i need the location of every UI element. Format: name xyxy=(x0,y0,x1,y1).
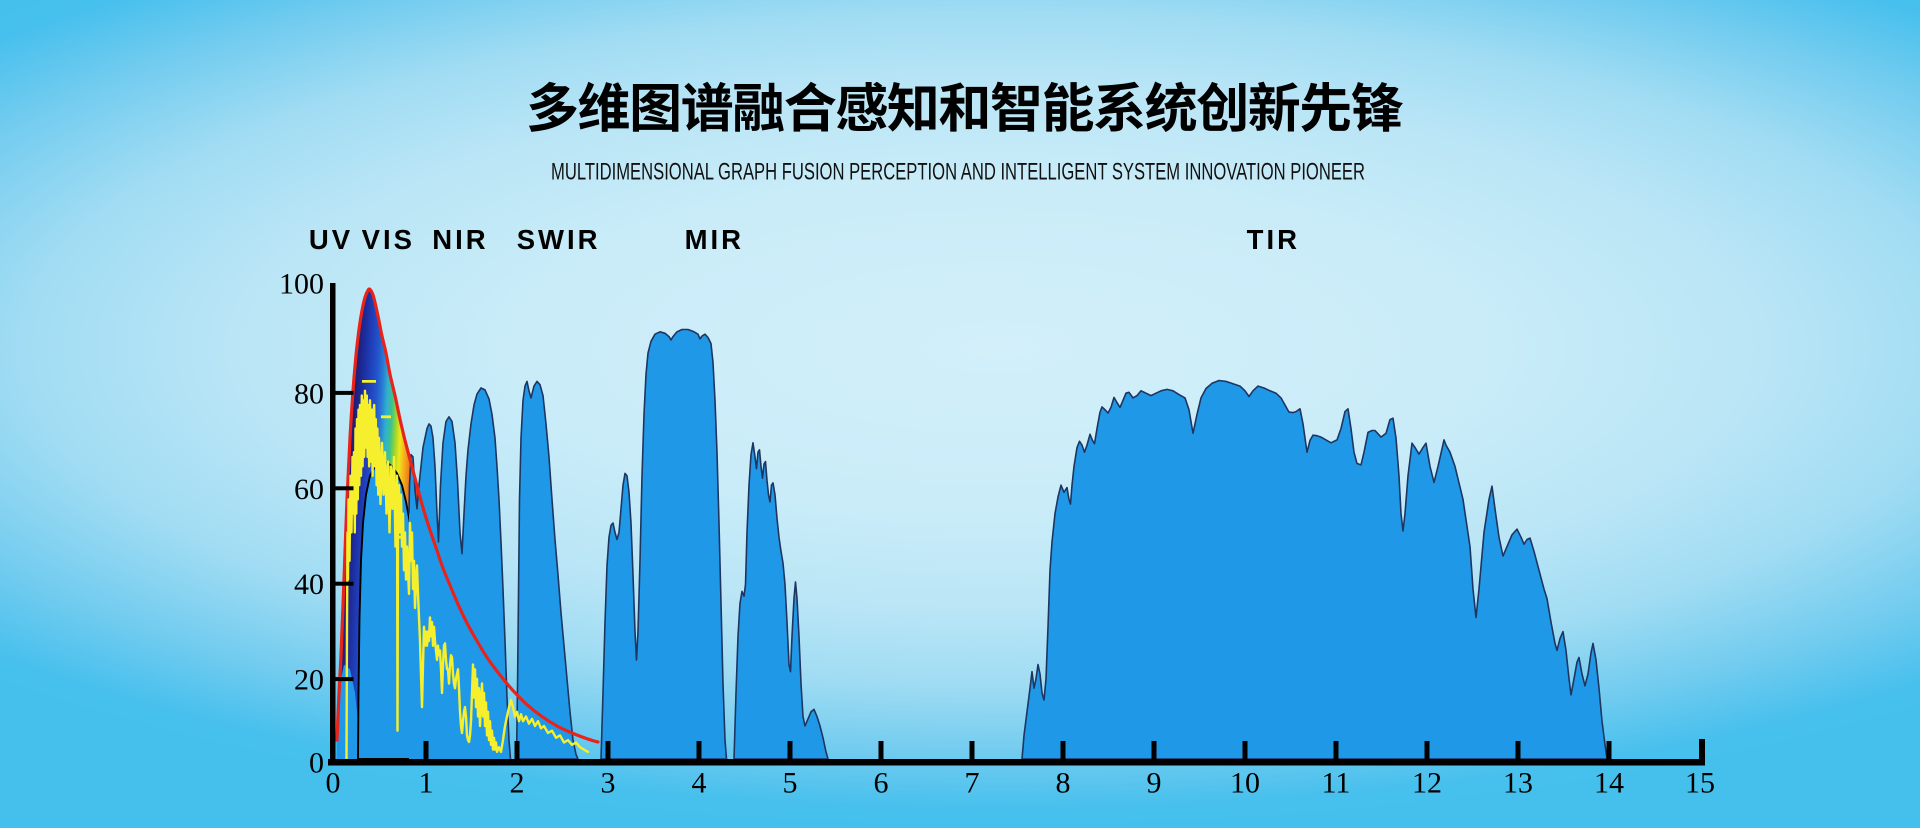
svg-text:60: 60 xyxy=(294,473,324,506)
svg-text:20: 20 xyxy=(294,664,324,697)
svg-text:12: 12 xyxy=(1412,767,1442,800)
svg-text:MIR: MIR xyxy=(685,224,744,255)
svg-text:5: 5 xyxy=(783,767,798,800)
svg-text:TIR: TIR xyxy=(1247,224,1300,255)
svg-text:4: 4 xyxy=(692,767,707,800)
svg-text:6: 6 xyxy=(874,767,889,800)
svg-text:MULTIDIMENSIONAL GRAPH FUSION: MULTIDIMENSIONAL GRAPH FUSION PERCEPTION… xyxy=(551,159,1365,186)
svg-text:14: 14 xyxy=(1594,767,1624,800)
svg-text:7: 7 xyxy=(965,767,980,800)
svg-text:0: 0 xyxy=(326,767,341,800)
svg-text:13: 13 xyxy=(1503,767,1533,800)
svg-text:100: 100 xyxy=(279,268,324,301)
svg-text:80: 80 xyxy=(294,377,324,410)
svg-text:0: 0 xyxy=(309,747,324,780)
svg-text:15: 15 xyxy=(1685,767,1715,800)
svg-text:40: 40 xyxy=(294,568,324,601)
svg-text:1: 1 xyxy=(419,767,434,800)
svg-text:3: 3 xyxy=(601,767,616,800)
svg-text:NIR: NIR xyxy=(432,224,488,255)
svg-text:2: 2 xyxy=(510,767,525,800)
svg-text:UV: UV xyxy=(309,224,353,255)
svg-text:SWIR: SWIR xyxy=(517,224,601,255)
svg-text:10: 10 xyxy=(1230,767,1260,800)
svg-text:9: 9 xyxy=(1147,767,1162,800)
svg-text:11: 11 xyxy=(1322,767,1351,800)
svg-text:VIS: VIS xyxy=(362,224,415,255)
svg-text:8: 8 xyxy=(1056,767,1071,800)
